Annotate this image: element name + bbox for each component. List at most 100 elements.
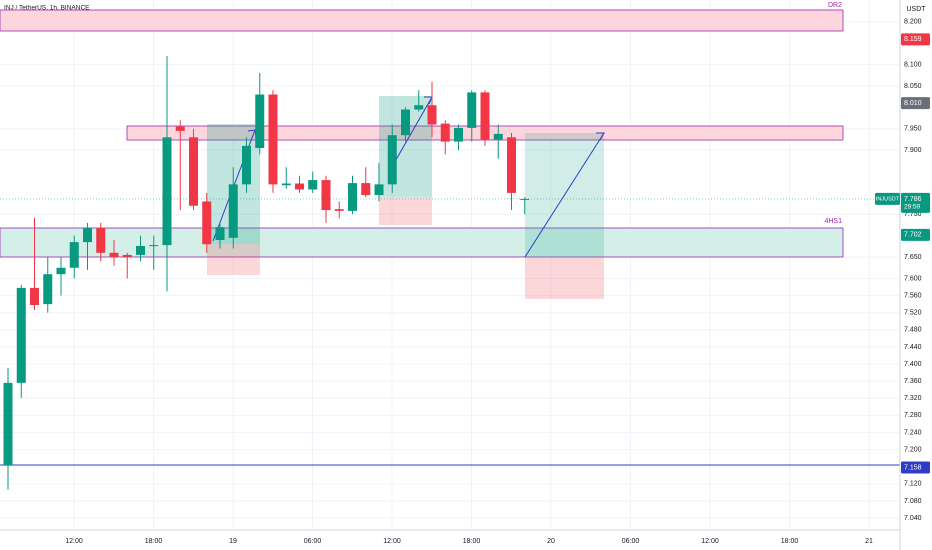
arrow: [524, 132, 605, 258]
price-badge: [901, 228, 930, 241]
price-badge-label: 8.010: [904, 100, 922, 107]
y-tick-label: 7.600: [904, 275, 922, 282]
candle-body: [175, 126, 185, 131]
arrow-head: [596, 132, 605, 141]
last-price-badge: [901, 192, 930, 213]
candle-body: [3, 382, 13, 465]
y-tick-label: 8.200: [904, 19, 922, 26]
drawings: DR2 4HS1: [0, 2, 900, 466]
y-tick-label: 7.280: [904, 412, 922, 419]
candle-body: [162, 137, 172, 246]
y-tick-label: 7.560: [904, 292, 922, 299]
y-tick-label: 7.950: [904, 126, 922, 133]
candle-body: [440, 123, 450, 142]
candle-body: [215, 227, 225, 240]
y-tick-label: 8.050: [904, 83, 922, 90]
y-tick-label: 7.520: [904, 310, 922, 317]
candle-body: [83, 227, 92, 243]
candle-body: [295, 183, 304, 190]
price-badge-label: 7.158: [904, 464, 922, 471]
candle-body: [268, 94, 278, 185]
price-badge: [901, 33, 930, 46]
y-tick-label: 7.440: [904, 344, 922, 351]
candle-body: [414, 105, 424, 110]
y-tick-label: 7.240: [904, 429, 922, 436]
y-tick-label: 8.100: [904, 61, 922, 68]
x-tick-label: 21: [865, 538, 873, 545]
candle-body: [348, 183, 357, 211]
y-tick-label: 7.040: [904, 515, 922, 522]
candle-body: [401, 109, 410, 136]
price-badge-label: 8.159: [904, 36, 922, 43]
candle-body: [361, 183, 371, 196]
y-tick-label: 7.080: [904, 498, 922, 505]
y-tick-label: 7.480: [904, 327, 922, 334]
zone-label: DR2: [828, 2, 842, 9]
x-tick-label: 06:00: [622, 538, 640, 545]
candle-body: [122, 254, 132, 258]
x-tick-label: 12:00: [701, 538, 719, 545]
y-tick-label: 7.200: [904, 446, 922, 453]
candle-body: [189, 137, 198, 206]
candle-body: [454, 127, 463, 142]
candle-body: [43, 274, 53, 305]
candle-body: [16, 287, 26, 383]
grid: [0, 0, 900, 530]
arrow: [392, 96, 433, 166]
candle-body: [467, 92, 477, 128]
countdown: 29:59: [904, 204, 921, 211]
candle-body: [427, 105, 437, 125]
y-tick-label: 7.650: [904, 254, 922, 261]
candle-body: [69, 242, 79, 268]
last-price-label: 7.786: [904, 196, 922, 203]
candle-body: [321, 180, 331, 211]
x-tick-label: 12:00: [65, 538, 83, 545]
candle-body: [96, 227, 106, 253]
candle-body: [374, 184, 384, 196]
x-tick-label: 18:00: [781, 538, 799, 545]
candle-body: [387, 135, 397, 185]
price-badge-label: 7.702: [904, 232, 922, 239]
candle-body: [149, 245, 159, 247]
y-tick-label: 7.750: [904, 211, 922, 218]
x-tick-label: 19: [229, 538, 237, 545]
price-axis: [900, 0, 932, 550]
candle-body: [136, 245, 145, 255]
supply-zone: [0, 9, 844, 32]
symbol-label: INJUSDT: [876, 196, 900, 202]
symbol-badge: [875, 192, 900, 205]
position-stop: [207, 244, 260, 275]
y-tick-label: 7.120: [904, 481, 922, 488]
y-tick-label: 7.900: [904, 147, 922, 154]
candle-body: [334, 209, 344, 211]
candle-body: [308, 180, 318, 190]
candle-body: [228, 184, 238, 238]
candle-body: [520, 198, 530, 200]
candle-body: [255, 94, 265, 149]
demand-zone: [0, 227, 844, 258]
candle-body: [109, 252, 119, 258]
x-tick-label: 18:00: [145, 538, 163, 545]
x-tick-label: 18:00: [463, 538, 481, 545]
x-tick-label: 06:00: [304, 538, 322, 545]
chart-title: INJ / TetherUS, 1h, BINANCE: [4, 5, 90, 12]
y-tick-label: 7.360: [904, 378, 922, 385]
candle-body: [242, 145, 251, 185]
currency: USDT: [906, 6, 926, 13]
candle-body: [30, 287, 39, 305]
candle-body: [202, 201, 212, 245]
candle-body: [56, 267, 66, 275]
candle-body: [281, 183, 291, 186]
candle-body: [480, 92, 490, 140]
position-stop: [379, 197, 432, 225]
price-badge: [901, 97, 930, 110]
zone-label: 4HS1: [824, 218, 842, 225]
price-badge: [901, 461, 930, 474]
x-tick-label: 12:00: [383, 538, 401, 545]
y-tick-label: 7.320: [904, 395, 922, 402]
candle-body: [493, 133, 503, 140]
candle-body: [507, 137, 516, 193]
x-tick-label: 20: [547, 538, 555, 545]
y-tick-label: 7.400: [904, 361, 922, 368]
